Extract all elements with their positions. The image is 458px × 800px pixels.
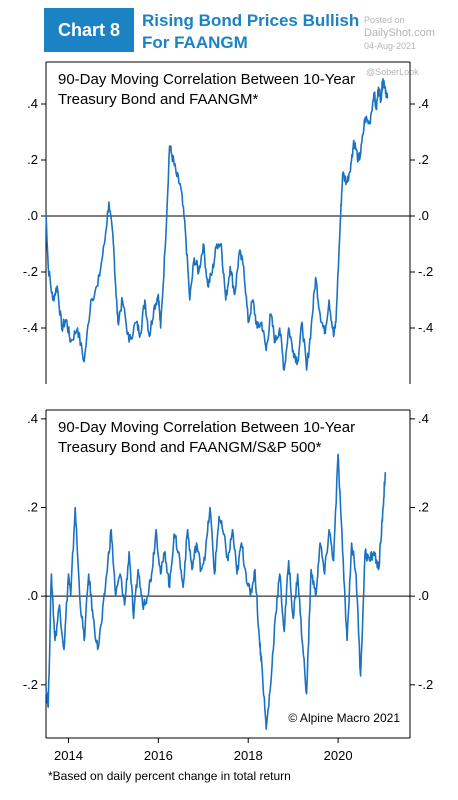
footnote: *Based on daily percent change in total … <box>48 769 291 783</box>
watermark-date: 04-Aug-2021 <box>364 41 417 51</box>
x-tick-label: 2018 <box>234 748 263 763</box>
watermark: Posted on DailyShot.com 04-Aug-2021 @Sob… <box>364 14 435 77</box>
left-tick-label: .2 <box>27 500 38 515</box>
left-tick-label: -.4 <box>23 320 38 335</box>
panel-title-line: 90-Day Moving Correlation Between 10-Yea… <box>58 419 355 436</box>
correlation-line-1 <box>45 78 389 371</box>
right-tick-label: .0 <box>418 208 429 223</box>
chart-title-line-2: For FAANGM <box>142 33 248 52</box>
chart-number-badge: Chart 8 <box>44 8 134 52</box>
watermark-handle: @SoberLook <box>366 67 419 77</box>
correlation-line-2 <box>45 453 387 730</box>
right-tick-label: .0 <box>418 588 429 603</box>
left-tick-label: .0 <box>27 588 38 603</box>
watermark-posted-on: Posted on <box>364 15 405 25</box>
right-tick-label: .2 <box>418 500 429 515</box>
right-tick-label: -.2 <box>418 264 433 279</box>
x-tick-label: 2014 <box>54 748 83 763</box>
right-tick-label: .4 <box>418 96 429 111</box>
x-tick-label: 2016 <box>144 748 173 763</box>
x-tick-label: 2020 <box>324 748 353 763</box>
chart-title-line-1: Rising Bond Prices Bullish <box>142 11 360 30</box>
watermark-site: DailyShot.com <box>364 27 435 39</box>
right-tick-label: -.4 <box>418 320 433 335</box>
left-tick-label: -.2 <box>23 264 38 279</box>
chart-title: Rising Bond Prices Bullish For FAANGM <box>142 10 359 54</box>
right-tick-label: .4 <box>418 411 429 426</box>
left-tick-label: -.2 <box>23 677 38 692</box>
panel-title-line: Treasury Bond and FAANGM/S&P 500* <box>58 439 322 456</box>
right-tick-label: .2 <box>418 152 429 167</box>
left-tick-label: .0 <box>27 208 38 223</box>
left-tick-label: .2 <box>27 152 38 167</box>
copyright-note: © Alpine Macro 2021 <box>288 711 400 725</box>
right-tick-label: -.2 <box>418 677 433 692</box>
left-tick-label: .4 <box>27 411 38 426</box>
panel-title-line: 90-Day Moving Correlation Between 10-Yea… <box>58 71 355 88</box>
panel-title-line: Treasury Bond and FAANGM* <box>58 91 259 108</box>
left-tick-label: .4 <box>27 96 38 111</box>
